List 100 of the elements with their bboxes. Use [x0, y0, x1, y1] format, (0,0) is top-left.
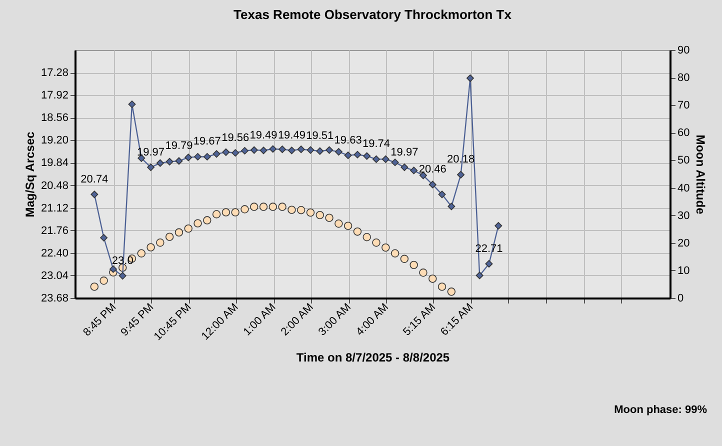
point [268, 202, 278, 211]
point [118, 272, 126, 280]
x-tick-label: 4:00 AM [354, 301, 392, 338]
point [184, 154, 192, 162]
point [194, 152, 202, 160]
point [306, 146, 314, 154]
point [494, 222, 502, 230]
point [428, 274, 437, 283]
x-tick-label: 1:00 AM [241, 301, 278, 338]
point [222, 148, 230, 156]
point [194, 219, 202, 228]
data-label: 19.74 [362, 138, 390, 150]
point [325, 214, 334, 222]
y-tick-label: 21.12 [40, 202, 68, 214]
y2-tick-label: 0 [678, 292, 684, 304]
point [297, 146, 305, 154]
point [250, 202, 258, 211]
point [372, 238, 380, 247]
point [278, 146, 286, 154]
point [222, 208, 230, 216]
y2-tick-label: 30 [678, 210, 690, 222]
y2-tick-label: 70 [678, 100, 690, 112]
point [174, 228, 184, 237]
data-label: 19.49 [278, 129, 306, 142]
point [316, 210, 324, 220]
point [400, 164, 408, 172]
point [212, 150, 220, 158]
point [212, 210, 221, 218]
point [391, 158, 399, 166]
point [334, 148, 342, 156]
point [457, 170, 465, 178]
point [353, 227, 362, 236]
point [466, 74, 474, 82]
y-tick-label: 19.20 [40, 134, 68, 147]
point [362, 233, 371, 242]
point [447, 288, 456, 296]
x-axis-title: Time on 8/7/2025 - 8/8/2025 [296, 350, 450, 364]
y-tick-label: 17.28 [40, 67, 68, 80]
point [382, 243, 390, 252]
point [372, 155, 380, 163]
y2-tick-label: 40 [678, 182, 690, 194]
x-tick-label: 6:15 AM [438, 301, 476, 338]
point [419, 268, 428, 277]
point [269, 145, 277, 153]
point [278, 202, 286, 211]
y-tick-label: 19.84 [40, 157, 68, 170]
point [344, 222, 352, 230]
y2-tick-label: 20 [678, 237, 690, 250]
y2-tick-label: 10 [678, 264, 690, 277]
text: Moon phase: 99% [614, 404, 708, 416]
point [390, 249, 400, 258]
point [250, 146, 258, 154]
point [382, 155, 390, 163]
y-tick-label: 21.76 [40, 224, 68, 237]
point [203, 152, 211, 160]
y-tick-label: 20.48 [40, 180, 68, 192]
point [128, 100, 136, 108]
point [231, 208, 240, 216]
y2-tick-label: 50 [678, 154, 690, 167]
y2-tick-label: 60 [678, 127, 690, 140]
data-label: 19.56 [222, 132, 250, 144]
point [109, 265, 117, 273]
point [354, 150, 362, 158]
point [175, 157, 183, 165]
point [232, 149, 240, 157]
point [184, 224, 192, 233]
point [476, 272, 484, 280]
point [156, 238, 164, 247]
point [147, 164, 155, 172]
y2-axis-title: Moon Altitude [694, 134, 708, 215]
point [400, 254, 409, 263]
point [137, 249, 146, 258]
point [165, 232, 174, 241]
data-label: 19.63 [334, 134, 362, 146]
x-tick-label: 5:15 AM [400, 301, 438, 338]
point [438, 190, 446, 198]
point [100, 276, 108, 285]
y2-tick-label: 90 [678, 44, 690, 56]
point [259, 202, 268, 211]
point [306, 208, 315, 217]
point [448, 202, 456, 210]
point [326, 146, 334, 154]
point [166, 158, 174, 166]
point [344, 152, 352, 160]
point [296, 206, 306, 214]
point [363, 152, 371, 160]
point [100, 234, 108, 242]
point [203, 216, 212, 224]
point [90, 190, 98, 198]
point [334, 220, 343, 228]
point [410, 260, 418, 270]
data-label: 19.79 [165, 140, 193, 152]
data-label: 20.46 [418, 164, 446, 176]
y-tick-label: 23.68 [40, 292, 68, 304]
data-label: 19.51 [306, 130, 334, 142]
point [240, 146, 248, 155]
point [288, 206, 296, 214]
data-label: 19.49 [250, 129, 278, 142]
point [240, 205, 249, 214]
data-label: 20.74 [80, 173, 108, 186]
